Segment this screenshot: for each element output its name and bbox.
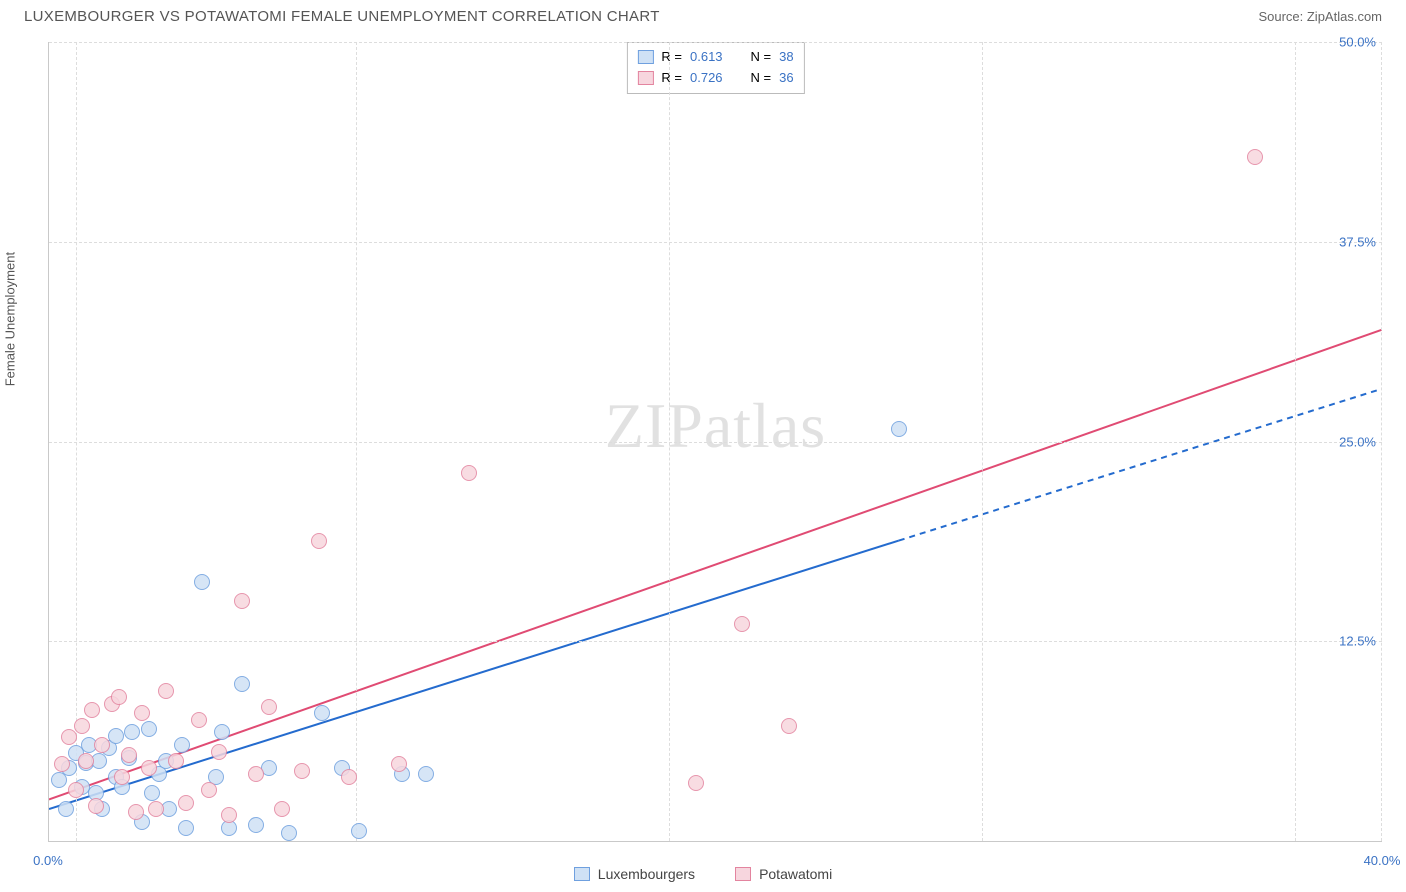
n-label: N = <box>751 68 772 89</box>
r-value: 0.726 <box>690 68 723 89</box>
data-point <box>114 769 130 785</box>
data-point <box>148 801 164 817</box>
r-label: R = <box>661 47 682 68</box>
data-point <box>84 702 100 718</box>
watermark: ZIPatlas <box>605 389 826 463</box>
n-value: 38 <box>779 47 793 68</box>
data-point <box>234 676 250 692</box>
data-point <box>314 705 330 721</box>
data-point <box>688 775 704 791</box>
data-point <box>281 825 297 841</box>
n-value: 36 <box>779 68 793 89</box>
data-point <box>261 699 277 715</box>
data-point <box>88 798 104 814</box>
watermark-right: atlas <box>704 390 826 461</box>
data-point <box>341 769 357 785</box>
data-point <box>311 533 327 549</box>
data-point <box>461 465 477 481</box>
swatch-icon <box>637 71 653 85</box>
legend: 0.0% Luxembourgers Potawatomi 40.0% <box>0 866 1406 882</box>
swatch-icon <box>735 867 751 881</box>
data-point <box>158 683 174 699</box>
data-point <box>134 705 150 721</box>
data-point <box>351 823 367 839</box>
watermark-left: ZIP <box>605 390 704 461</box>
data-point <box>418 766 434 782</box>
data-point <box>391 756 407 772</box>
data-point <box>94 737 110 753</box>
data-point <box>108 728 124 744</box>
scatter-plot: ZIPatlas R = 0.613 N = 38 R = 0.726 N = … <box>48 42 1382 842</box>
data-point <box>194 574 210 590</box>
data-point <box>61 729 77 745</box>
y-tick: 25.0% <box>1339 434 1376 449</box>
legend-item-a: Luxembourgers <box>574 866 695 882</box>
data-point <box>191 712 207 728</box>
x-tick: 40.0% <box>1364 853 1401 868</box>
gridline-v <box>669 42 670 841</box>
gridline-v <box>982 42 983 841</box>
data-point <box>74 718 90 734</box>
data-point <box>174 737 190 753</box>
y-tick: 37.5% <box>1339 234 1376 249</box>
legend-label: Luxembourgers <box>598 866 695 882</box>
data-point <box>124 724 140 740</box>
data-point <box>111 689 127 705</box>
n-label: N = <box>751 47 772 68</box>
data-point <box>248 766 264 782</box>
data-point <box>221 807 237 823</box>
data-point <box>141 721 157 737</box>
gridline-h <box>49 42 1382 43</box>
data-point <box>144 785 160 801</box>
data-point <box>1247 149 1263 165</box>
gridline-v <box>1295 42 1296 841</box>
r-value: 0.613 <box>690 47 723 68</box>
swatch-icon <box>574 867 590 881</box>
data-point <box>178 795 194 811</box>
chart-title: LUXEMBOURGER VS POTAWATOMI FEMALE UNEMPL… <box>24 8 660 25</box>
data-point <box>294 763 310 779</box>
stats-box: R = 0.613 N = 38 R = 0.726 N = 36 <box>626 42 804 94</box>
swatch-icon <box>637 50 653 64</box>
data-point <box>734 616 750 632</box>
data-point <box>78 753 94 769</box>
data-point <box>248 817 264 833</box>
r-label: R = <box>661 68 682 89</box>
y-axis-label: Female Unemployment <box>3 252 18 386</box>
data-point <box>58 801 74 817</box>
data-point <box>54 756 70 772</box>
stats-row-b: R = 0.726 N = 36 <box>637 68 793 89</box>
y-tick: 50.0% <box>1339 35 1376 50</box>
gridline-v <box>1381 42 1382 841</box>
gridline-h <box>49 242 1382 243</box>
data-point <box>68 782 84 798</box>
gridline-h <box>49 442 1382 443</box>
x-tick: 0.0% <box>33 853 63 868</box>
data-point <box>214 724 230 740</box>
stats-row-a: R = 0.613 N = 38 <box>637 47 793 68</box>
legend-item-b: Potawatomi <box>735 866 832 882</box>
legend-label: Potawatomi <box>759 866 832 882</box>
data-point <box>234 593 250 609</box>
data-point <box>781 718 797 734</box>
data-point <box>141 760 157 776</box>
data-point <box>128 804 144 820</box>
source-label: Source: ZipAtlas.com <box>1258 9 1382 24</box>
gridline-h <box>49 641 1382 642</box>
y-tick: 12.5% <box>1339 634 1376 649</box>
data-point <box>274 801 290 817</box>
data-point <box>178 820 194 836</box>
data-point <box>201 782 217 798</box>
gridline-v <box>356 42 357 841</box>
data-point <box>891 421 907 437</box>
data-point <box>168 753 184 769</box>
data-point <box>211 744 227 760</box>
data-point <box>121 747 137 763</box>
